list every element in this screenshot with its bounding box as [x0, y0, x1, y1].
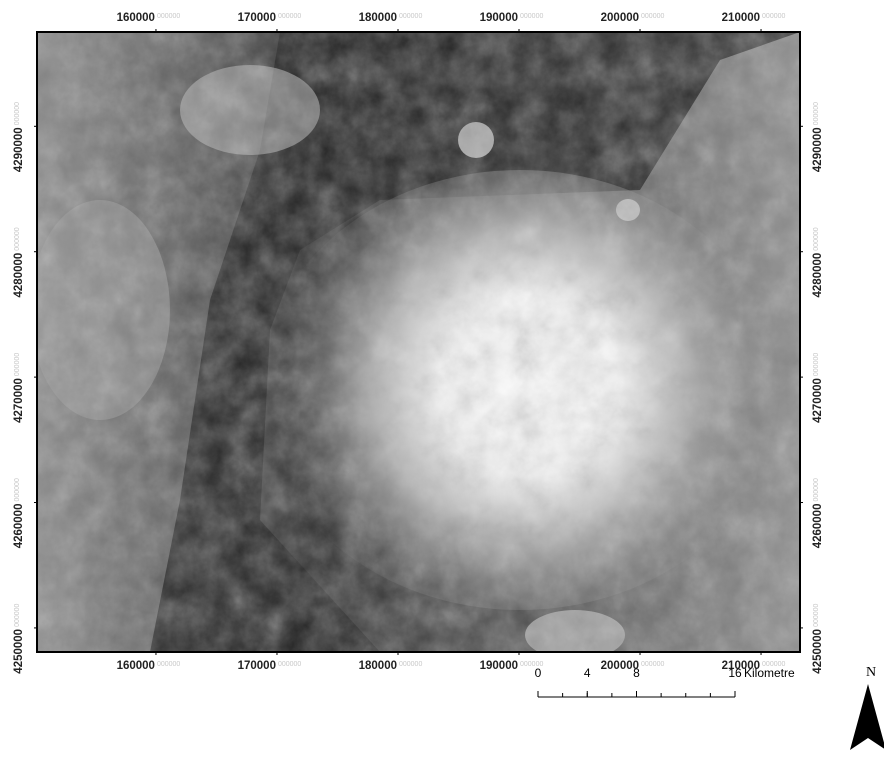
y-coord-minor: 000000 [14, 353, 21, 376]
scale-label: 8 [633, 666, 640, 680]
x-coord-label: 190000 [480, 12, 518, 24]
y-coord-label: 4250000 [812, 629, 824, 674]
x-coord-label: 170000 [238, 660, 276, 672]
y-coord-label: 4270000 [812, 378, 824, 423]
x-coord-label: 180000 [359, 12, 397, 24]
y-coord-minor: 000000 [14, 603, 21, 626]
y-coord-minor: 000000 [813, 478, 820, 501]
x-coord-minor: 000000 [520, 13, 543, 20]
x-coord-minor: 000000 [762, 13, 785, 20]
y-coord-label: 4290000 [13, 127, 25, 172]
north-arrow: N [850, 665, 884, 750]
y-coord-label: 4260000 [812, 504, 824, 549]
scale-unit: Kilometre [744, 666, 795, 680]
x-coord-minor: 000000 [278, 661, 301, 668]
x-coord-label: 160000 [117, 660, 155, 672]
y-coord-minor: 000000 [813, 603, 820, 626]
x-coord-minor: 000000 [399, 661, 422, 668]
y-coord-minor: 000000 [813, 227, 820, 250]
scale-label: 16 [728, 666, 742, 680]
y-coord-minor: 000000 [813, 102, 820, 125]
map-layout: 1600000000001600000000001700000000001700… [0, 0, 884, 760]
x-coord-minor: 000000 [157, 661, 180, 668]
x-coord-label: 190000 [480, 660, 518, 672]
y-coord-label: 4270000 [13, 378, 25, 423]
north-label: N [866, 665, 876, 680]
y-coord-label: 4260000 [13, 504, 25, 549]
x-coord-minor: 000000 [399, 13, 422, 20]
y-coord-minor: 000000 [14, 227, 21, 250]
x-coord-label: 200000 [601, 12, 639, 24]
y-coord-minor: 000000 [14, 478, 21, 501]
x-coord-label: 160000 [117, 12, 155, 24]
y-coord-minor: 000000 [813, 353, 820, 376]
x-coord-minor: 000000 [278, 13, 301, 20]
x-coord-label: 170000 [238, 12, 276, 24]
y-coord-label: 4280000 [13, 253, 25, 298]
y-coord-label: 4280000 [812, 253, 824, 298]
x-coord-minor: 000000 [641, 13, 664, 20]
scale-label: 4 [584, 666, 591, 680]
y-coord-minor: 000000 [14, 102, 21, 125]
y-coord-label: 4290000 [812, 127, 824, 172]
x-coord-minor: 000000 [641, 661, 664, 668]
scale-label: 0 [535, 666, 542, 680]
x-coord-minor: 000000 [157, 13, 180, 20]
elevation-raster [30, 32, 800, 660]
x-coord-label: 210000 [722, 12, 760, 24]
x-coord-label: 180000 [359, 660, 397, 672]
y-coord-label: 4250000 [13, 629, 25, 674]
